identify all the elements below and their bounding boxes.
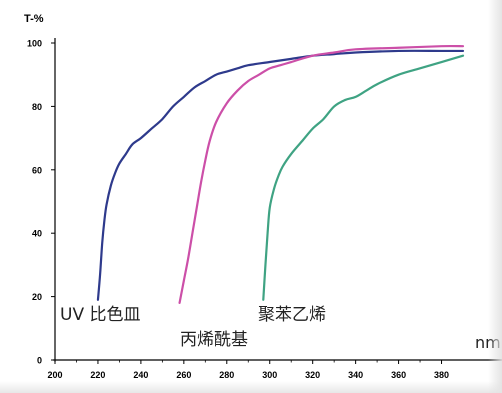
x-tick-label: 240: [133, 370, 148, 380]
series-polystyrene-label: 聚苯乙烯: [258, 305, 326, 325]
series-acrylic-label: 丙烯酰基: [180, 330, 248, 350]
x-tick-label: 200: [47, 370, 62, 380]
series-uv-cuvette-line: [96, 49, 465, 301]
x-tick-label: 360: [391, 370, 406, 380]
y-tick-label: 40: [32, 229, 42, 239]
x-tick-label: 320: [305, 370, 320, 380]
right-edge-shadow: [488, 0, 502, 393]
axes: T-%: [24, 13, 502, 362]
y-tick-label: 80: [32, 102, 42, 112]
series-uv-cuvette-label: UV 比色皿: [60, 305, 140, 325]
bottom-edge-shadow: [0, 381, 502, 393]
x-tick-label: 220: [90, 370, 105, 380]
series-labels: UV 比色皿丙烯酰基聚苯乙烯nm: [60, 305, 501, 352]
x-tick-label: 280: [219, 370, 234, 380]
x-tick-label: 340: [348, 370, 363, 380]
y-tick-label: 20: [32, 292, 42, 302]
y-tick-label: 100: [27, 39, 42, 49]
x-tick-label: 380: [434, 370, 449, 380]
x-tick-label: 300: [262, 370, 277, 380]
y-tick-label: 60: [32, 165, 42, 175]
series-acrylic-line: [178, 44, 465, 305]
tick-group: 0 20 40 60 80 100 200 220 240 260 280 300 320 340 360 3…: [27, 39, 449, 381]
y-tick-label: 0: [37, 356, 42, 366]
series-lines: [96, 44, 465, 305]
y-axis-title: T-%: [24, 13, 44, 25]
x-tick-label: 260: [176, 370, 191, 380]
series-polystyrene-line: [262, 54, 465, 301]
